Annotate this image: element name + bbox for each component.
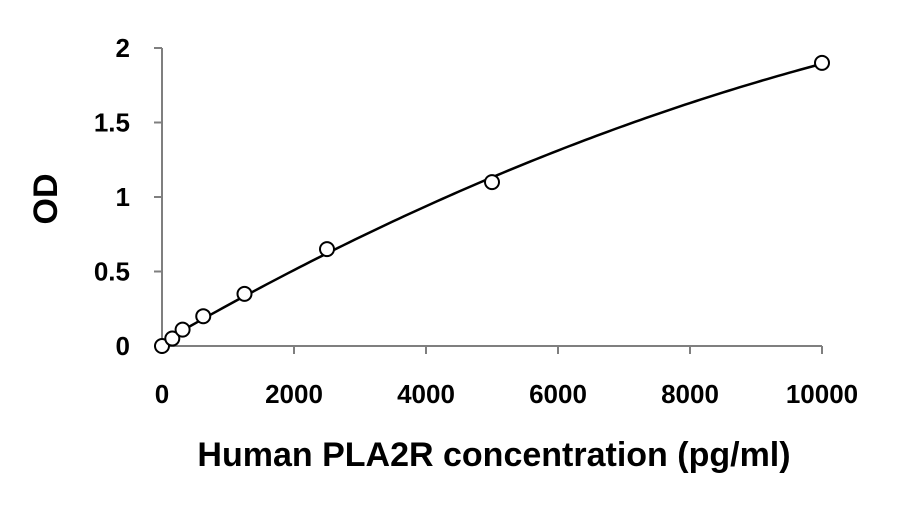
data-point [236, 285, 253, 302]
data-point [164, 330, 181, 347]
data-point [195, 308, 212, 325]
data-point [814, 54, 830, 71]
x-tick-label: 4000 [397, 379, 455, 409]
data-points [154, 54, 830, 354]
x-ticks: 0 2000 4000 6000 8000 10000 [155, 346, 858, 409]
x-tick-label: 6000 [529, 379, 587, 409]
y-ticks: 0 0.5 1 1.5 2 [94, 33, 162, 361]
y-tick-label: 1.5 [94, 108, 130, 138]
y-tick-label: 1 [116, 182, 130, 212]
x-tick-label: 2000 [265, 379, 323, 409]
y-tick-label: 2 [116, 33, 130, 63]
x-tick-label: 0 [155, 379, 169, 409]
y-tick-label: 0 [116, 331, 130, 361]
x-axis-title: Human PLA2R concentration (pg/ml) [197, 436, 790, 474]
y-axis-title: OD [27, 174, 65, 225]
data-point [484, 174, 500, 191]
y-tick-label: 0.5 [94, 257, 130, 287]
fit-curve [161, 62, 823, 344]
data-point [319, 241, 335, 258]
x-tick-label: 8000 [661, 379, 719, 409]
data-point [174, 321, 191, 338]
x-tick-label: 10000 [786, 379, 858, 409]
